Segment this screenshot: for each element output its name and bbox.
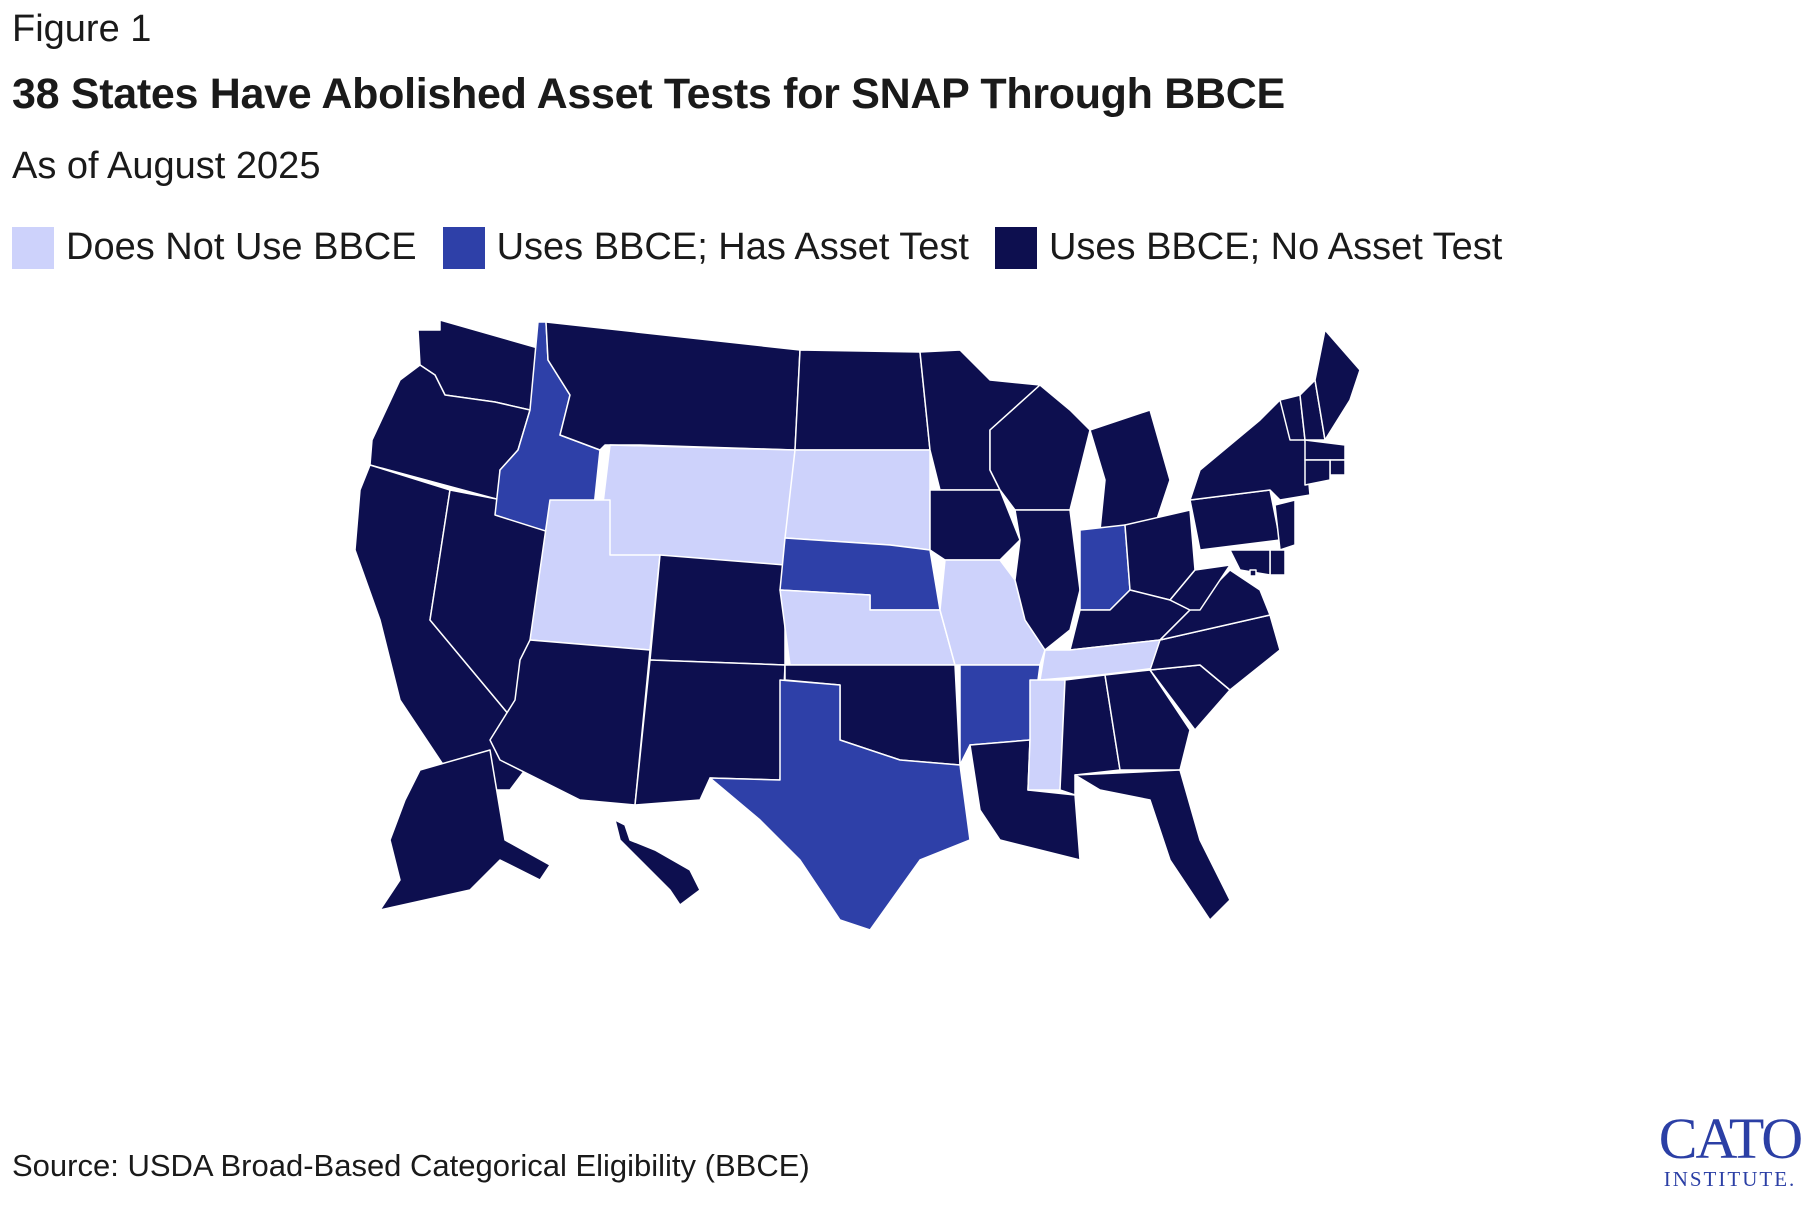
legend-label-noasset: Uses BBCE; No Asset Test: [1048, 226, 1503, 268]
state-north-dakota: [794, 349, 931, 451]
state-maine: [1314, 329, 1361, 441]
state-south-dakota: [784, 449, 931, 551]
state-iowa: [929, 489, 1021, 561]
legend-label-none: Does Not Use BBCE: [66, 226, 417, 268]
state-new-jersey: [1274, 499, 1296, 551]
legend-item-none: Does Not Use BBCE: [12, 226, 417, 269]
us-map-svg: [354, 320, 1361, 931]
figure-label: Figure 1: [12, 8, 152, 50]
state-new-york: [1189, 399, 1311, 501]
state-west-virginia: [1169, 564, 1231, 611]
chart-title: 38 States Have Abolished Asset Tests for…: [12, 70, 1285, 118]
state-maryland: [1229, 549, 1271, 576]
state-texas: [709, 679, 971, 931]
state-delaware: [1269, 549, 1286, 576]
legend-swatch-noasset: [994, 226, 1037, 269]
state-mississippi: [1027, 679, 1066, 791]
state-colorado: [649, 554, 786, 666]
state-massachusetts: [1304, 439, 1346, 461]
logo-main-text: CATO: [1658, 1106, 1803, 1171]
legend-swatch-asset: [442, 226, 485, 269]
state-florida: [1074, 769, 1231, 921]
us-map: [330, 320, 1510, 1060]
state-georgia: [1104, 669, 1191, 771]
state-district-of-columbia: [1249, 569, 1257, 577]
state-hawaii: [614, 819, 701, 906]
state-connecticut: [1304, 459, 1331, 486]
logo-sub-text: INSTITUTE.: [1663, 1167, 1797, 1191]
legend-label-asset: Uses BBCE; Has Asset Test: [496, 226, 969, 268]
legend-swatch-none: [12, 226, 54, 269]
source-note: Source: USDA Broad-Based Categorical Eli…: [12, 1148, 810, 1183]
cato-logo: CATO INSTITUTE.: [1650, 1106, 1810, 1191]
state-montana: [545, 321, 801, 451]
state-virginia: [1159, 569, 1271, 641]
state-alaska: [379, 749, 551, 911]
legend-item-asset: Uses BBCE; Has Asset Test: [442, 226, 969, 269]
legend: Does Not Use BBCE Uses BBCE; Has Asset T…: [12, 226, 1528, 269]
chart-subtitle: As of August 2025: [12, 145, 321, 187]
state-michigan: [1089, 409, 1171, 531]
legend-item-noasset: Uses BBCE; No Asset Test: [994, 226, 1503, 269]
state-rhode-island: [1329, 459, 1346, 476]
